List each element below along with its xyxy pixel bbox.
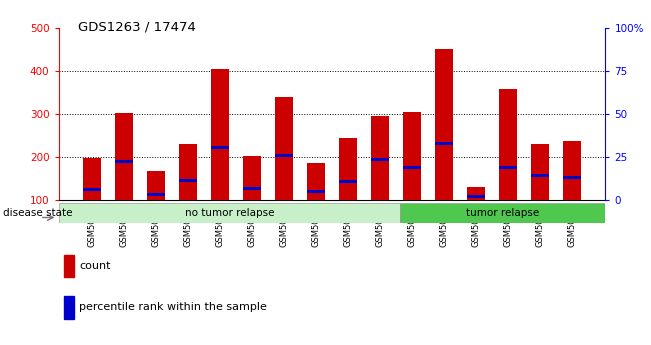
Bar (499, 89, 517, 200)
Bar (371, 116, 389, 200)
Bar (531, 144, 549, 200)
Bar (371, 158, 389, 161)
Bar (531, 174, 549, 177)
Bar (180, 179, 197, 182)
Bar (243, 156, 261, 200)
Text: percentile rank within the sample: percentile rank within the sample (79, 303, 268, 312)
Bar (339, 180, 357, 184)
Bar (64, 255, 74, 277)
Bar (64, 296, 74, 319)
Text: disease state: disease state (3, 208, 73, 217)
Bar (307, 190, 325, 193)
Bar (467, 187, 484, 200)
Bar (400, 203, 605, 223)
Bar (403, 112, 421, 200)
Bar (147, 194, 165, 196)
Bar (147, 171, 165, 200)
Bar (467, 195, 484, 198)
Text: count: count (79, 261, 111, 271)
Bar (403, 166, 421, 169)
Text: GDS1263 / 17474: GDS1263 / 17474 (78, 21, 196, 34)
Bar (563, 176, 581, 179)
Bar (180, 144, 197, 200)
Text: no tumor relapse: no tumor relapse (185, 208, 274, 217)
Bar (307, 164, 325, 200)
Bar (275, 154, 293, 157)
Bar (115, 160, 133, 163)
Bar (435, 142, 452, 145)
Bar (339, 138, 357, 200)
Bar (59, 203, 400, 223)
Bar (563, 141, 581, 200)
Bar (243, 187, 261, 190)
Bar (115, 112, 133, 200)
Bar (83, 158, 101, 200)
Bar (212, 146, 229, 149)
Bar (212, 69, 229, 200)
Text: tumor relapse: tumor relapse (466, 208, 540, 217)
Bar (83, 188, 101, 191)
Bar (499, 166, 517, 169)
Bar (435, 49, 452, 200)
Bar (275, 98, 293, 200)
